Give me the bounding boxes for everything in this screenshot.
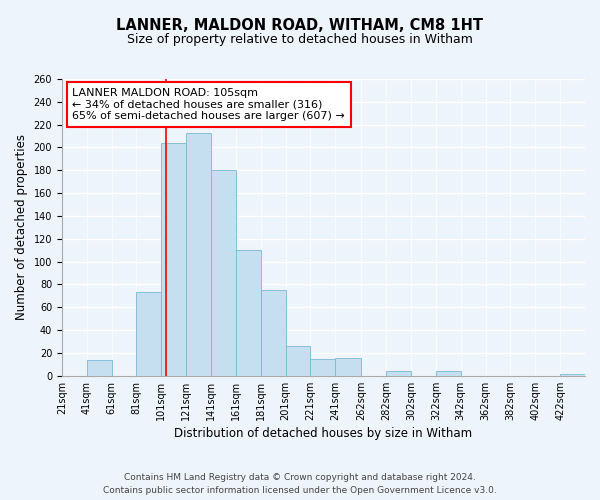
Bar: [286, 346, 310, 376]
Bar: [87, 360, 112, 376]
Bar: [161, 143, 186, 376]
Bar: [211, 170, 236, 376]
Text: Size of property relative to detached houses in Witham: Size of property relative to detached ho…: [127, 32, 473, 46]
Bar: [236, 250, 261, 376]
Y-axis label: Number of detached properties: Number of detached properties: [15, 134, 28, 320]
Text: Contains HM Land Registry data © Crown copyright and database right 2024.
Contai: Contains HM Land Registry data © Crown c…: [103, 474, 497, 495]
Bar: [386, 372, 411, 376]
Bar: [436, 372, 461, 376]
Bar: [186, 132, 211, 376]
X-axis label: Distribution of detached houses by size in Witham: Distribution of detached houses by size …: [175, 427, 473, 440]
Bar: [261, 290, 286, 376]
Text: LANNER MALDON ROAD: 105sqm
← 34% of detached houses are smaller (316)
65% of sem: LANNER MALDON ROAD: 105sqm ← 34% of deta…: [73, 88, 345, 121]
Text: LANNER, MALDON ROAD, WITHAM, CM8 1HT: LANNER, MALDON ROAD, WITHAM, CM8 1HT: [116, 18, 484, 32]
Bar: [335, 358, 361, 376]
Bar: [560, 374, 585, 376]
Bar: [136, 292, 161, 376]
Bar: [310, 358, 335, 376]
